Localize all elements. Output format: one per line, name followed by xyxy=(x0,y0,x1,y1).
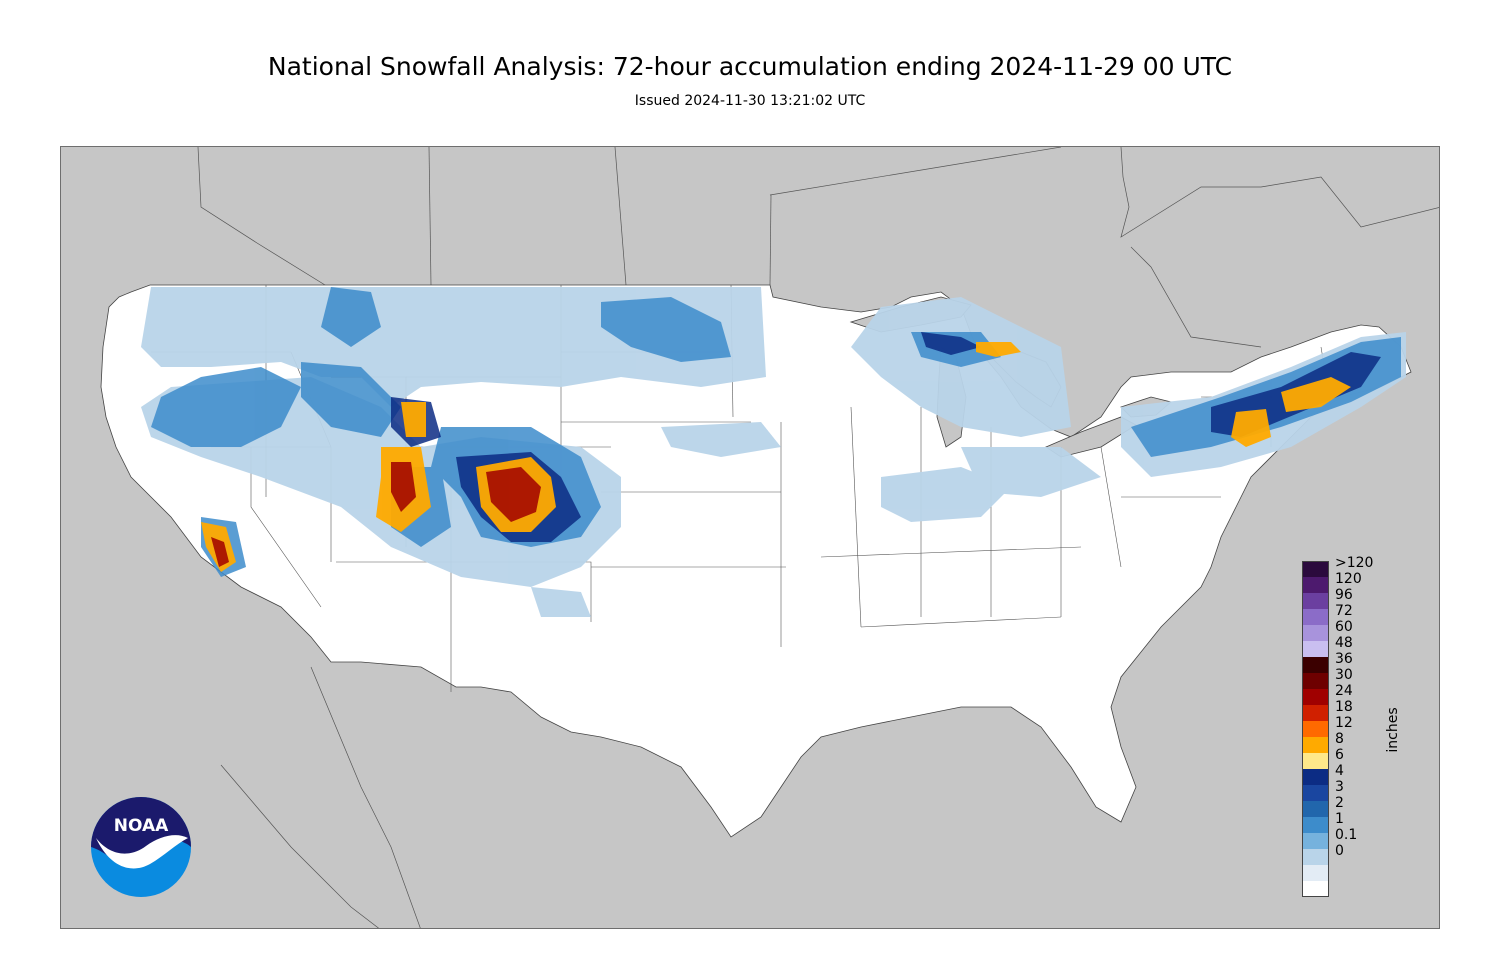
legend-label: 1 xyxy=(1335,811,1344,827)
legend-label: 72 xyxy=(1335,603,1353,619)
map-title: National Snowfall Analysis: 72-hour accu… xyxy=(267,52,1233,81)
legend-label: 36 xyxy=(1335,651,1353,667)
noaa-logo-gull xyxy=(96,835,188,869)
legend-label: 3 xyxy=(1335,779,1344,795)
snowfall-map xyxy=(60,146,1440,929)
legend-swatch xyxy=(1302,833,1329,849)
legend-swatch xyxy=(1302,577,1329,593)
legend-label: 2 xyxy=(1335,795,1344,811)
legend-label: 120 xyxy=(1335,571,1362,587)
legend-swatch xyxy=(1302,753,1329,769)
legend-label: 30 xyxy=(1335,667,1353,683)
noaa-logo-top xyxy=(91,797,191,862)
legend-swatch xyxy=(1302,817,1329,833)
legend-label: 96 xyxy=(1335,587,1353,603)
legend-swatch xyxy=(1302,769,1329,785)
legend-swatch xyxy=(1302,721,1329,737)
legend-label: 12 xyxy=(1335,715,1353,731)
legend-units: inches xyxy=(1383,700,1403,760)
legend-swatch xyxy=(1302,689,1329,705)
legend-units-label: inches xyxy=(1385,707,1401,753)
legend-swatch xyxy=(1302,801,1329,817)
legend-swatch xyxy=(1302,641,1329,657)
legend-swatch xyxy=(1302,657,1329,673)
legend-swatch xyxy=(1302,705,1329,721)
legend-label: 18 xyxy=(1335,699,1353,715)
legend-swatch xyxy=(1302,561,1329,577)
issued-timestamp: Issued 2024-11-30 13:21:02 UTC xyxy=(634,93,866,109)
legend-swatch xyxy=(1302,849,1329,865)
noaa-logo: NOAA xyxy=(91,797,191,897)
legend-swatch xyxy=(1302,609,1329,625)
legend-swatch xyxy=(1302,737,1329,753)
legend-swatch xyxy=(1302,593,1329,609)
legend-swatch xyxy=(1302,785,1329,801)
legend-label: >120 xyxy=(1335,555,1374,571)
legend-label: 4 xyxy=(1335,763,1344,779)
legend-label: 0 xyxy=(1335,843,1344,859)
legend-label: 48 xyxy=(1335,635,1353,651)
legend-label: 24 xyxy=(1335,683,1353,699)
legend-swatch xyxy=(1302,865,1329,881)
legend-swatch xyxy=(1302,625,1329,641)
international-borders xyxy=(197,147,1439,928)
legend-label: 6 xyxy=(1335,747,1344,763)
map-canvas xyxy=(61,147,1439,928)
noaa-logo-text: NOAA xyxy=(114,816,169,836)
legend-label: 60 xyxy=(1335,619,1353,635)
legend-label: 0.1 xyxy=(1335,827,1358,843)
legend-swatch xyxy=(1302,673,1329,689)
snow-shading-red xyxy=(211,462,541,567)
legend-label: 8 xyxy=(1335,731,1344,747)
legend-swatch xyxy=(1302,881,1329,897)
